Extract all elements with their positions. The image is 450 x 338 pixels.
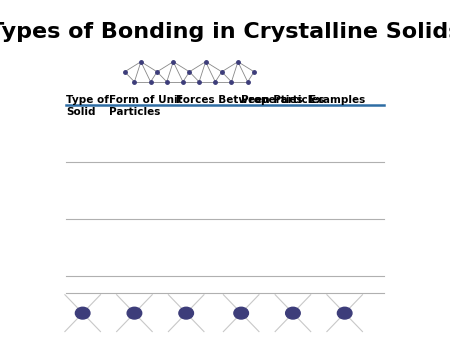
Ellipse shape (234, 307, 248, 319)
Text: Examples: Examples (309, 95, 365, 105)
Ellipse shape (76, 307, 90, 319)
Ellipse shape (179, 307, 194, 319)
Text: Types of Bonding in Crystalline Solids: Types of Bonding in Crystalline Solids (0, 22, 450, 42)
Ellipse shape (127, 307, 142, 319)
Ellipse shape (338, 307, 352, 319)
Text: Properties: Properties (241, 95, 303, 105)
Text: Type of
Solid: Type of Solid (67, 95, 109, 117)
Ellipse shape (286, 307, 300, 319)
Text: Form of Unit
Particles: Form of Unit Particles (108, 95, 182, 117)
Text: Forces Between Particles: Forces Between Particles (176, 95, 325, 105)
